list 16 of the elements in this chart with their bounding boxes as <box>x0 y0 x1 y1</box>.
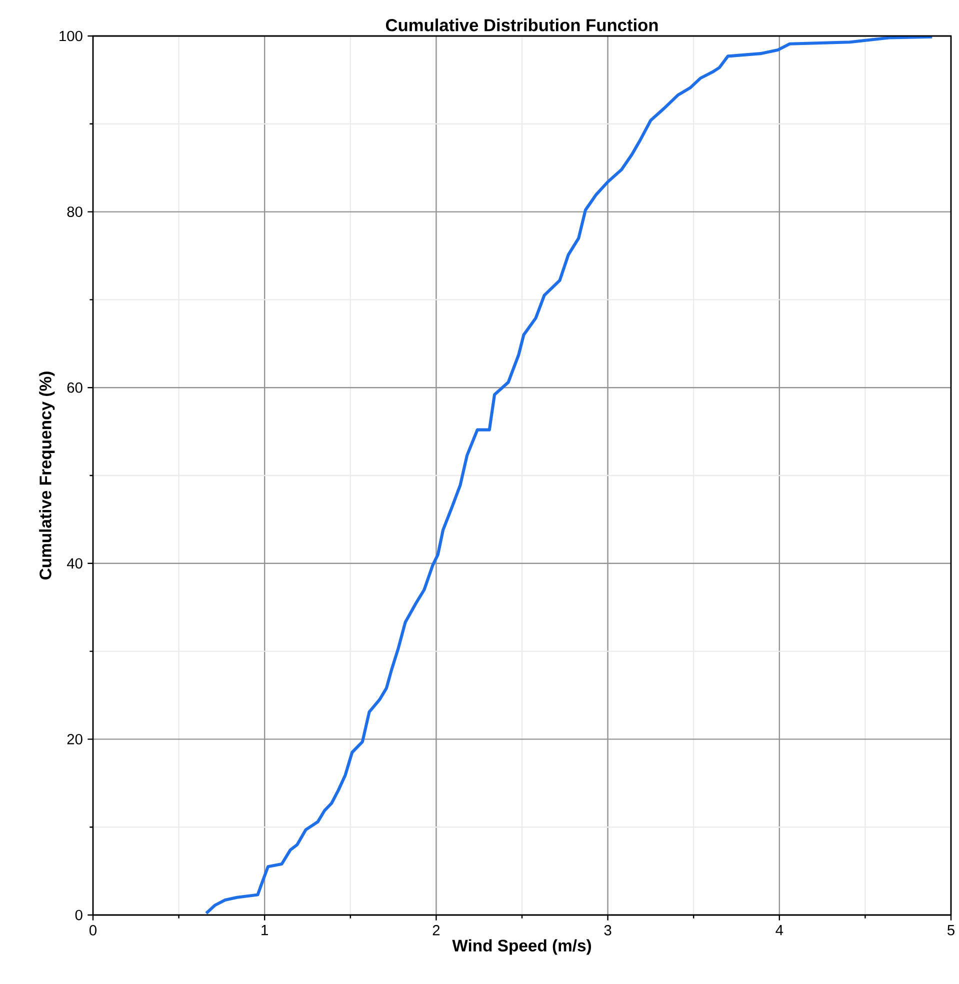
line-series <box>204 36 934 915</box>
y-tick-label: 80 <box>67 206 82 217</box>
x-axis-title: Wind Speed (m/s) <box>452 939 591 955</box>
y-axis-title: Cumulative Frequency (%) <box>39 372 55 580</box>
y-tick-label: 0 <box>75 910 82 920</box>
y-tick-label: 40 <box>66 558 82 569</box>
y-tick-label: 100 <box>60 30 82 42</box>
x-tick-label: 5 <box>948 925 954 936</box>
x-tick-label: 4 <box>776 925 784 936</box>
x-tick-label: 0 <box>89 925 96 936</box>
x-tick-label: 2 <box>432 925 440 936</box>
y-tick-label: 60 <box>67 382 82 393</box>
chart-title: Cumulative Distribution Function <box>386 18 658 32</box>
x-tick-label: 3 <box>604 925 612 936</box>
x-tick-label: 1 <box>262 925 268 936</box>
y-tick-label: 20 <box>67 734 82 744</box>
